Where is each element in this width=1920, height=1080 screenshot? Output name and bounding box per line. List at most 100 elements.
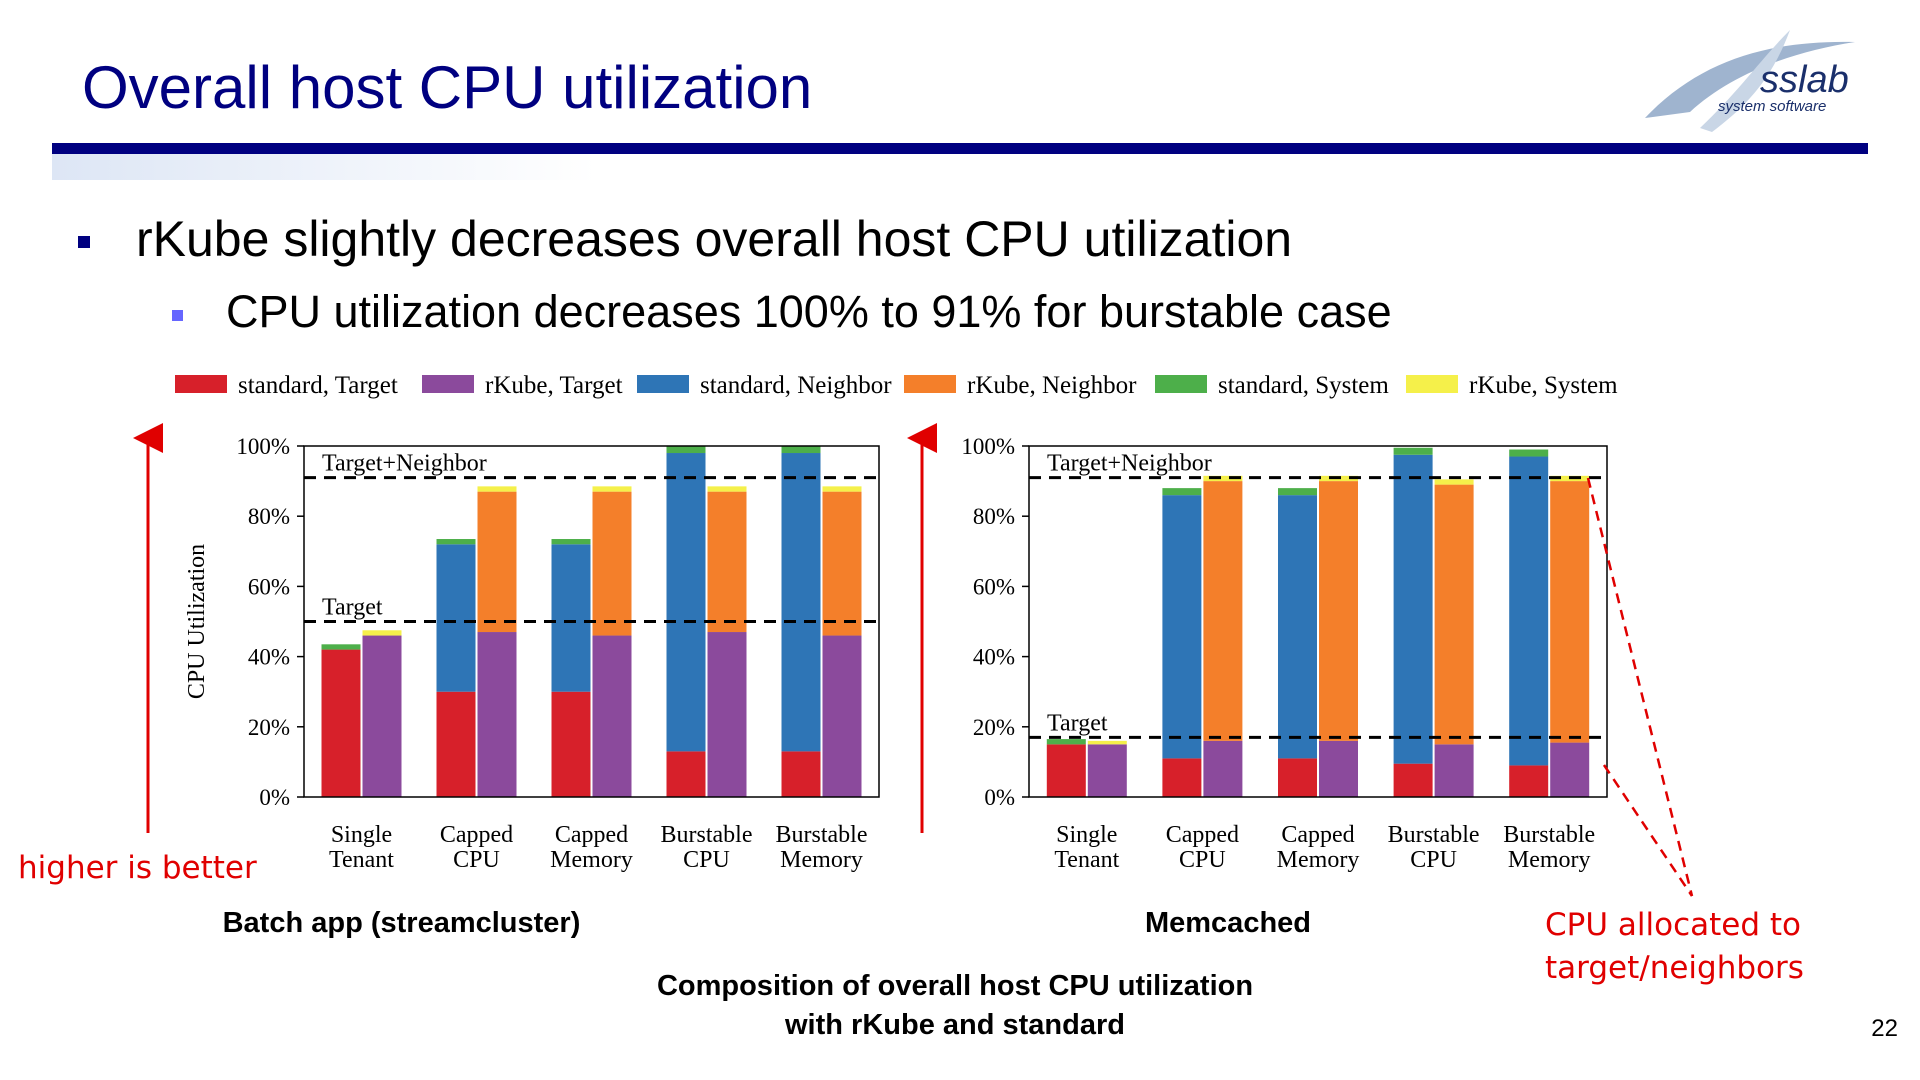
page-number: 22 [1871, 1015, 1898, 1042]
bar-segment [477, 491, 517, 633]
y-tick-label: 100% [961, 434, 1015, 459]
bar-segment [1203, 475, 1243, 482]
bar-segment [707, 491, 747, 633]
slide-title: Overall host CPU utilization [82, 54, 812, 121]
y-tick-label: 0% [984, 785, 1015, 810]
x-tick-label: Memory [1508, 847, 1591, 873]
bar-segment [1046, 744, 1086, 797]
x-tick-label: Capped [440, 822, 513, 848]
y-tick-label: 40% [248, 645, 290, 670]
y-tick-label: 20% [973, 715, 1015, 740]
y-tick-label: 80% [248, 504, 290, 529]
legend-label: rKube, Target [485, 372, 623, 399]
bar-segment [1434, 744, 1474, 797]
bar-segment [666, 446, 706, 454]
bar-segment [1319, 740, 1358, 797]
x-tick-label: Burstable [1388, 822, 1480, 848]
logo-name: sslab [1760, 59, 1849, 101]
logo: sslab system software [1645, 30, 1855, 132]
bar-segment [1046, 739, 1086, 745]
legend: standard, Target rKube, Target standard, N… [175, 372, 1618, 399]
bar-segment [822, 491, 862, 636]
bar-segment [362, 630, 402, 636]
x-tick-label: CPU [453, 847, 500, 873]
bullet: rKube slightly decreases overall host CP… [136, 211, 1292, 267]
bar-segment [1393, 447, 1433, 455]
legend-swatch [637, 375, 689, 393]
bar-segment [666, 751, 706, 797]
caption: with rKube and standard [784, 1009, 1125, 1041]
x-tick-label: Burstable [661, 822, 753, 848]
legend-swatch [1406, 375, 1458, 393]
note-pointer [1602, 764, 1694, 897]
bar-segment [1203, 740, 1243, 797]
sub-bullet: CPU utilization decreases 100% to 91% fo… [226, 286, 1392, 337]
reference-label: Target [322, 595, 383, 621]
x-tick-label: Memory [550, 847, 633, 873]
y-axis-label: CPU Utilization [184, 544, 210, 699]
x-tick-label: Memory [780, 847, 863, 873]
y-tick-label: 20% [248, 715, 290, 740]
logo-swoosh [1645, 41, 1855, 118]
bar-segment [1509, 449, 1549, 457]
plot-frame [303, 445, 880, 798]
bar-segment [781, 453, 821, 752]
legend-label: rKube, System [1469, 372, 1618, 399]
legend-swatch [1155, 375, 1207, 393]
plot-frame [1028, 445, 1608, 798]
bar-segment [592, 635, 632, 797]
title-rule-fade [52, 154, 1868, 180]
title-rule [52, 143, 1868, 154]
x-tick-label: Tenant [1054, 847, 1119, 873]
bar-segment [1203, 481, 1243, 741]
bar-segment [1434, 479, 1474, 485]
reference-label: Target+Neighbor [322, 451, 487, 477]
legend-swatch [422, 375, 474, 393]
bar-segment [551, 544, 591, 692]
legend-label: standard, Neighbor [700, 372, 892, 399]
x-tick-label: Burstable [776, 822, 868, 848]
bar-segment [436, 544, 476, 692]
bar-segment [1162, 488, 1202, 496]
x-tick-label: Capped [1166, 822, 1239, 848]
legend-label: standard, Target [238, 372, 398, 399]
bar-segment [1434, 484, 1474, 745]
y-tick-label: 100% [236, 434, 290, 459]
bar-segment [1393, 454, 1433, 764]
x-tick-label: Single [331, 822, 392, 848]
sub-bullet-marker [172, 310, 183, 321]
logo-tagline: system software [1718, 98, 1826, 115]
x-tick-label: Single [1056, 822, 1117, 848]
bar-segment [551, 691, 591, 797]
bar-segment [362, 635, 402, 797]
bar-segment [1319, 481, 1358, 741]
bar-segment [1278, 495, 1317, 759]
x-tick-label: Memory [1277, 847, 1360, 873]
bar-segment [781, 446, 821, 454]
legend-swatch [175, 375, 227, 393]
bar-segment [1509, 456, 1549, 766]
charts: 0%20%40%60%80%100%SingleTenantCappedCPUC… [184, 434, 1608, 939]
bar-segment [1550, 742, 1590, 797]
bullet-marker [78, 236, 90, 248]
y-tick-label: 40% [973, 645, 1015, 670]
bar-segment [1087, 740, 1127, 745]
x-tick-label: CPU [1179, 847, 1226, 873]
bar-segment [1550, 481, 1590, 743]
bar-segment [822, 635, 862, 797]
bar-segment [707, 486, 747, 492]
bar-segment [1509, 765, 1549, 797]
y-tick-label: 0% [259, 785, 290, 810]
chart-subtitle: Memcached [1145, 907, 1311, 939]
caption: Composition of overall host CPU utilizat… [657, 970, 1253, 1002]
reference-label: Target+Neighbor [1047, 451, 1212, 477]
y-tick-label: 60% [973, 574, 1015, 599]
bar-segment [707, 632, 747, 797]
bar-segment [1278, 488, 1317, 496]
bar-segment [592, 491, 632, 636]
bar-segment [1393, 763, 1433, 797]
bar-segment [477, 486, 517, 492]
bar-segment [666, 453, 706, 752]
legend-label: rKube, Neighbor [967, 372, 1137, 399]
